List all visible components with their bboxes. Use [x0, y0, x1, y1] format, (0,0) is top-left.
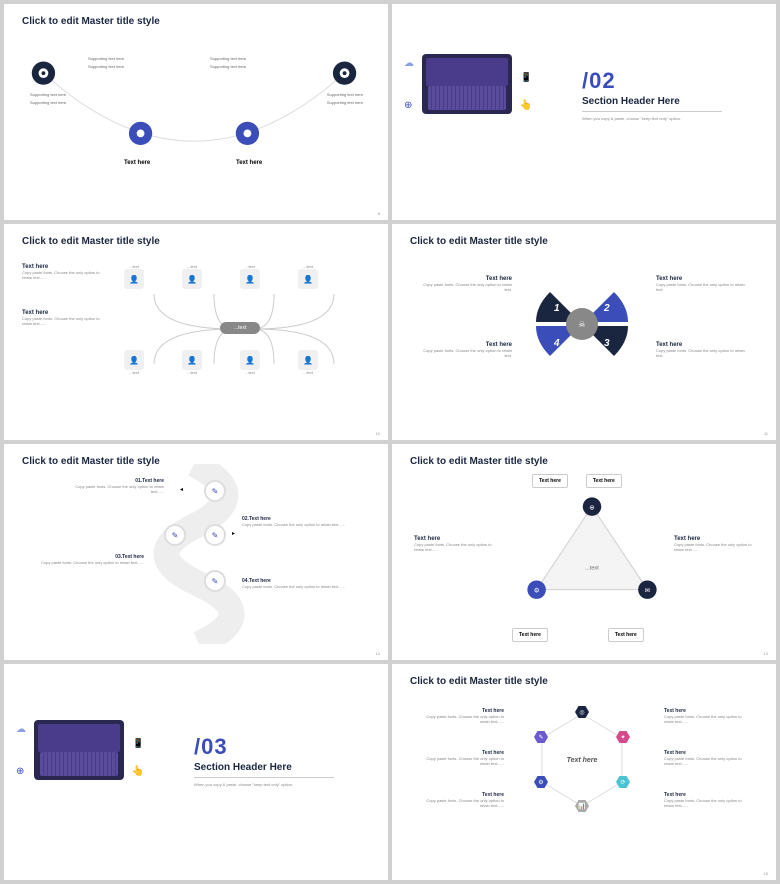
- slide-7: ☁ ⊕ 📱 👆 /03 Section Header Here When you…: [4, 664, 388, 880]
- svg-text:2: 2: [603, 303, 610, 314]
- petal-diagram: 1 2 3 4 ☠: [532, 274, 632, 374]
- svg-text:✉: ✉: [645, 587, 650, 594]
- svg-text:1: 1: [554, 303, 560, 314]
- section-number: /03: [194, 734, 334, 760]
- slide-6: Click to edit Master title style Text he…: [392, 444, 776, 660]
- section-sub: When you copy & paste, choose "keep text…: [582, 116, 722, 121]
- slide-1: Click to edit Master title style Support…: [4, 4, 388, 220]
- section-header: Section Header Here: [582, 96, 722, 107]
- step-circle-1: ✎: [204, 480, 226, 502]
- svg-text:3: 3: [604, 338, 610, 349]
- slide-8: Click to edit Master title style ◎ ✦ ⟳ 📊…: [392, 664, 776, 880]
- slide-title: Click to edit Master title style: [22, 16, 370, 27]
- card-row-top: ...text👤 ...text👤 ...text👤 ...text👤: [124, 264, 318, 289]
- org-card: 👤: [124, 269, 144, 289]
- triangle-diagram: ⊕ ⚙ ✉ ...text: [492, 490, 692, 610]
- text-box: Text here: [532, 474, 568, 488]
- center-pill: ...text: [220, 322, 260, 334]
- support-text: Supporting text here.: [88, 56, 125, 61]
- hex-ring: ◎ ✦ ⟳ 📊 ⚙ ✎ Text here: [522, 700, 642, 820]
- slide-5: Click to edit Master title style ✎ ✎ ✎ ✎…: [4, 444, 388, 660]
- svg-text:⚙: ⚙: [534, 587, 540, 594]
- svg-text:⊕: ⊕: [589, 504, 594, 511]
- laptop-illustration: ☁ ⊕ 📱 👆: [34, 720, 124, 780]
- slide-grid: Click to edit Master title style Support…: [0, 0, 780, 884]
- section-number: /02: [582, 68, 722, 94]
- laptop-illustration: ☁ ⊕ 📱 👆: [422, 54, 512, 114]
- svg-text:4: 4: [553, 338, 560, 349]
- node-label: Text here: [124, 160, 150, 166]
- slide-2: ☁ ⊕ 📱 👆 /02 Section Header Here When you…: [392, 4, 776, 220]
- slide-4: Click to edit Master title style 1 2 3 4…: [392, 224, 776, 440]
- card-row-bot: 👤...text 👤...text 👤...text 👤...text: [124, 350, 318, 375]
- slide-3: Click to edit Master title style Text he…: [4, 224, 388, 440]
- svg-text:...text: ...text: [585, 565, 599, 571]
- arc-diagram: [24, 32, 364, 192]
- slide-number: 8: [378, 211, 380, 216]
- svg-text:☠: ☠: [578, 320, 585, 329]
